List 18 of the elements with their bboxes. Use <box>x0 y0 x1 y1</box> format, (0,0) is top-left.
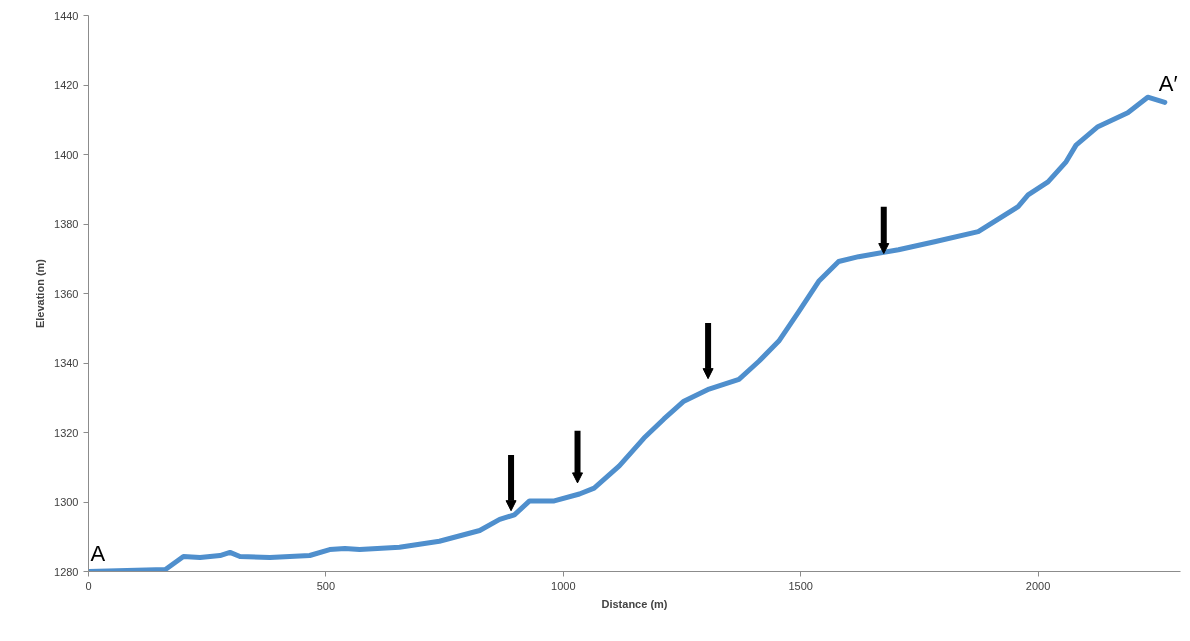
x-tick-label: 500 <box>316 579 336 592</box>
y-tick-label: 1340 <box>54 357 79 369</box>
y-tick-label: 1400 <box>54 148 79 161</box>
y-tick-label: 1320 <box>54 426 79 439</box>
x-axis-title: Distance (m) <box>601 597 668 610</box>
y-axis-title: Elevation (m) <box>34 258 47 329</box>
x-tick-label: 0 <box>85 579 92 592</box>
annotation: A′ <box>1158 71 1178 97</box>
y-tick-label: 1280 <box>54 565 79 578</box>
y-tick-label: 1380 <box>54 218 79 230</box>
y-tick-label: 1300 <box>54 496 79 508</box>
annotation: A <box>90 540 106 566</box>
x-tick-label: 1000 <box>551 579 576 592</box>
y-tick-label: 1360 <box>54 287 79 300</box>
y-tick-label: 1420 <box>54 79 79 91</box>
x-tick-label: 2000 <box>1025 579 1051 592</box>
x-tick-label: 1500 <box>788 579 813 592</box>
y-tick-label: 1440 <box>54 9 79 22</box>
